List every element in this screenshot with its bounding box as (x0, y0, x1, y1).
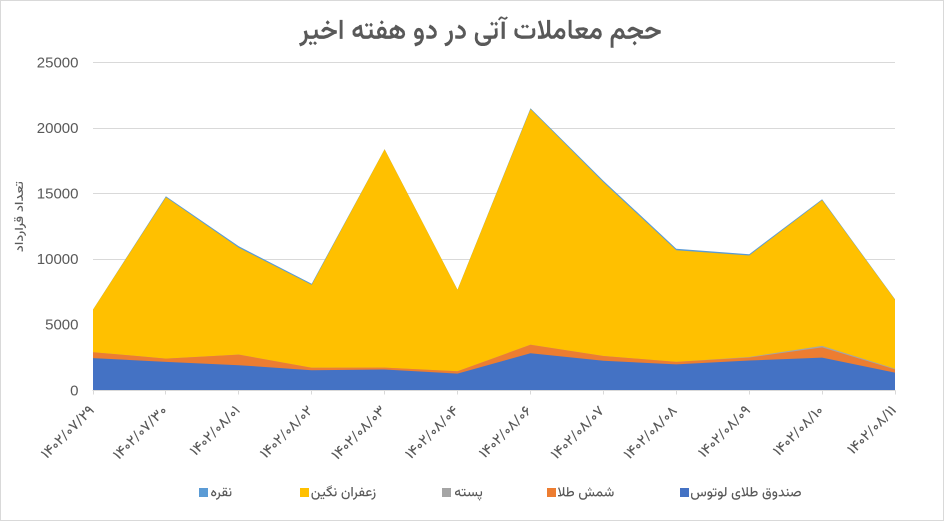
svg-text:20000: 20000 (37, 120, 79, 137)
svg-text:25000: 25000 (37, 54, 79, 71)
svg-text:0: 0 (70, 382, 78, 399)
svg-text:10000: 10000 (37, 251, 79, 268)
svg-text:5000: 5000 (45, 317, 78, 334)
svg-text:15000: 15000 (37, 186, 79, 203)
